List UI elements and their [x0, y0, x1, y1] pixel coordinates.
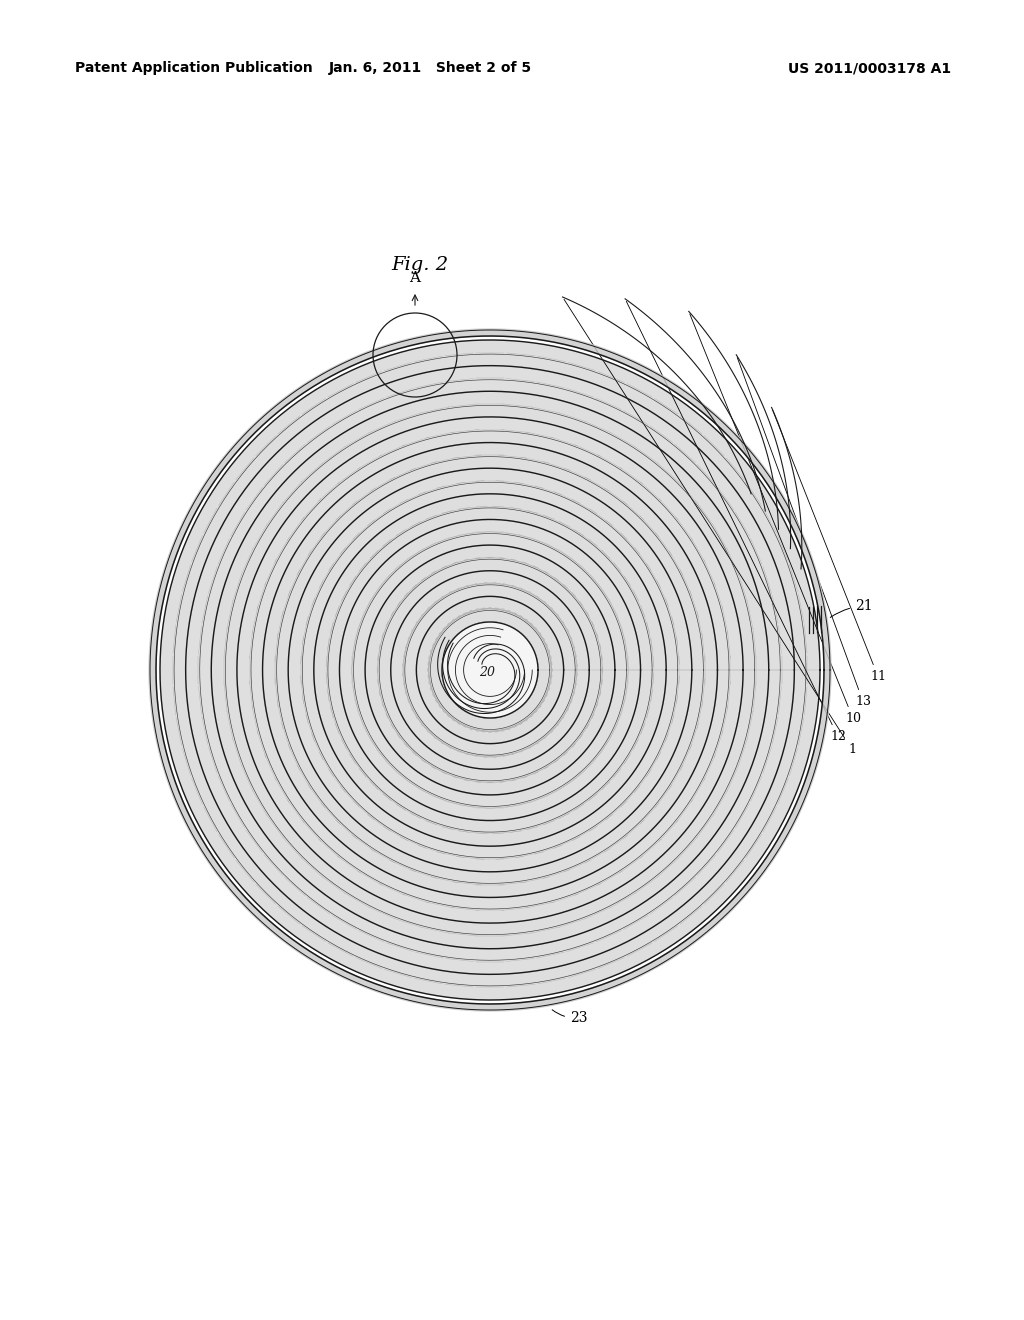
Polygon shape — [160, 341, 820, 1001]
Text: 11: 11 — [772, 411, 886, 682]
Text: A: A — [410, 271, 421, 285]
Polygon shape — [417, 597, 563, 743]
Text: US 2011/0003178 A1: US 2011/0003178 A1 — [788, 61, 951, 75]
Text: 12: 12 — [627, 301, 846, 743]
Polygon shape — [442, 622, 538, 718]
Text: 20: 20 — [479, 665, 495, 678]
Text: 10: 10 — [690, 314, 861, 725]
Text: 21: 21 — [830, 599, 872, 618]
Text: Fig. 2: Fig. 2 — [391, 256, 449, 275]
Polygon shape — [211, 391, 769, 949]
Text: 23: 23 — [552, 1010, 588, 1026]
Polygon shape — [313, 494, 667, 846]
Polygon shape — [262, 442, 718, 898]
Polygon shape — [237, 417, 743, 923]
Text: 1: 1 — [564, 300, 856, 756]
Polygon shape — [340, 520, 641, 821]
Text: 13: 13 — [737, 358, 871, 708]
Polygon shape — [185, 366, 795, 974]
Polygon shape — [150, 329, 831, 1011]
Polygon shape — [391, 570, 589, 770]
Text: Jan. 6, 2011   Sheet 2 of 5: Jan. 6, 2011 Sheet 2 of 5 — [329, 61, 531, 75]
Polygon shape — [288, 469, 692, 871]
Text: Patent Application Publication: Patent Application Publication — [75, 61, 312, 75]
Polygon shape — [366, 545, 614, 795]
